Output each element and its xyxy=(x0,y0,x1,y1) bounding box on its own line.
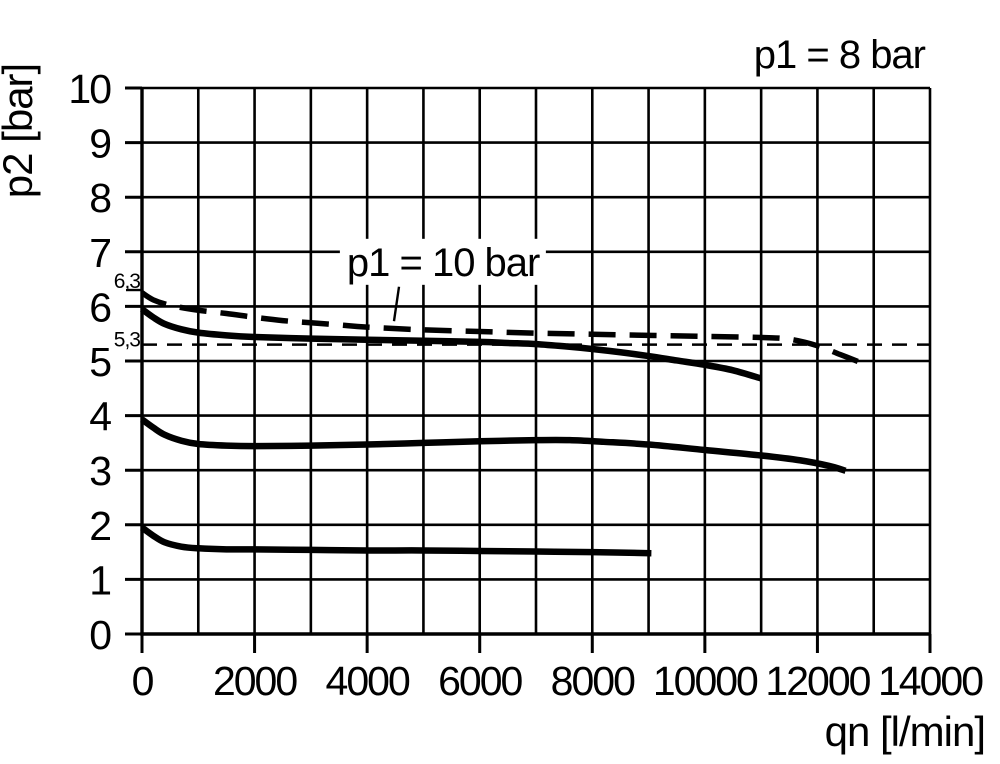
y-tick-label: 8 xyxy=(89,175,111,221)
annotation-p1-10-bar: p1 = 10 bar xyxy=(347,241,540,285)
curve-p1-8-bar-upper-curve xyxy=(140,306,763,382)
y-tick-label: 2 xyxy=(89,503,110,549)
x-tick-label: 4000 xyxy=(326,658,410,704)
annotation-leader-line xyxy=(392,286,401,322)
y-axis-title: p2 [bar] xyxy=(0,64,41,198)
y-tick-label: 10 xyxy=(68,66,111,112)
y-tick-label: 0 xyxy=(89,612,111,658)
y-tick-label: 1 xyxy=(89,557,110,603)
x-tick-label: 2000 xyxy=(213,658,297,704)
x-tick-label: 0 xyxy=(132,658,154,704)
x-tick-label: 10000 xyxy=(653,658,758,704)
y-tick-label: 4 xyxy=(89,394,111,440)
y-tick-label: 6 xyxy=(89,284,110,330)
y-tick-label: 9 xyxy=(89,121,110,167)
ref-label-5-3: 5,3 xyxy=(114,329,141,352)
curve-lower-curve xyxy=(140,524,652,557)
curve-middle-curve xyxy=(140,416,847,474)
x-tick-label: 14000 xyxy=(878,658,983,704)
curve-p1-10-bar-curve xyxy=(140,290,861,365)
annotation-backing-box xyxy=(339,238,546,285)
x-tick-label: 8000 xyxy=(551,658,635,704)
x-tick-label: 6000 xyxy=(438,658,522,704)
y-tick-label: 3 xyxy=(89,448,110,494)
x-axis-title: qn [l/min] xyxy=(825,708,985,755)
ref-label-6-3: 6,3 xyxy=(114,270,141,293)
annotation-p1-8-bar: p1 = 8 bar xyxy=(754,33,926,77)
x-tick-label: 12000 xyxy=(765,658,870,704)
y-tick-label: 5 xyxy=(89,339,111,385)
y-tick-label: 7 xyxy=(89,230,110,276)
